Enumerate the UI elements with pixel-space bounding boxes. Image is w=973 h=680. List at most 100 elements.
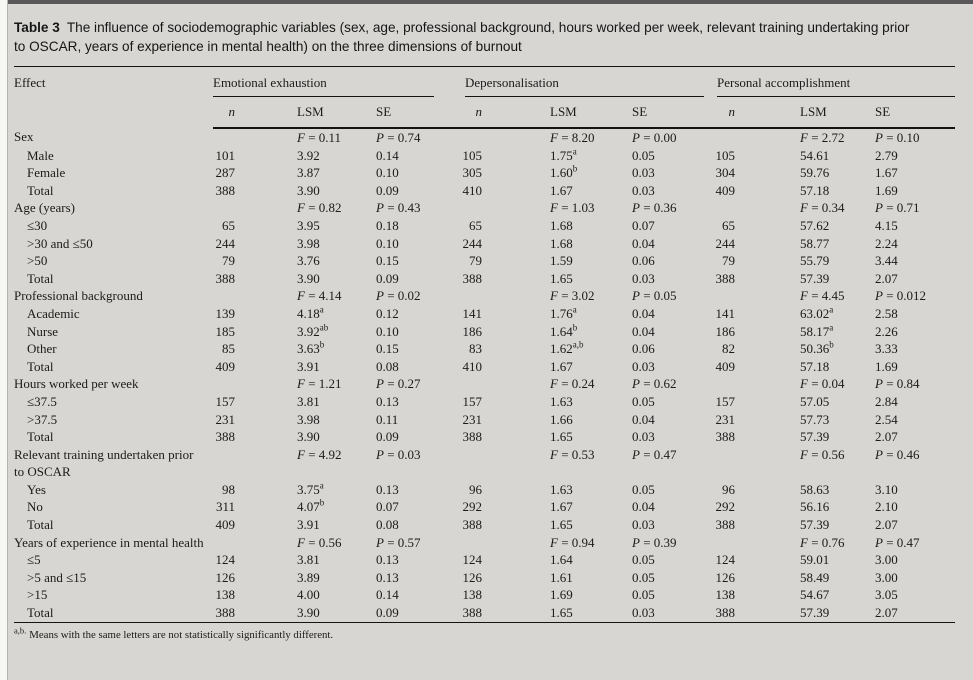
data-cell: 3.33: [875, 341, 898, 357]
data-cell: 292: [462, 499, 483, 515]
n-cell-empty: [213, 375, 235, 393]
section-header-row: Relevant training undertaken prior to OS…: [14, 446, 955, 481]
data-cell: 0.13: [376, 481, 399, 497]
data-cell: 105: [462, 147, 483, 163]
table-row: Total 388 3.90 0.09 388 1.65 0.03 388 57.39 2.07: [14, 270, 955, 288]
data-cell: 58.17a: [800, 322, 834, 339]
data-cell: 2.58: [875, 305, 898, 321]
column-header-n: n: [213, 97, 235, 129]
data-cell: 1.65: [550, 429, 573, 445]
data-cell: 138: [462, 587, 483, 603]
data-cell: 388: [215, 429, 236, 445]
data-cell: 4.15: [875, 217, 898, 233]
data-cell: 2.84: [875, 393, 898, 409]
data-cell: 1.66: [550, 411, 573, 427]
section-header-row: Sex F = 0.11 P = 0.74 F = 8.20 P = 0.00 F = 2…: [14, 128, 955, 147]
data-cell: 79: [222, 253, 235, 269]
data-cell: 3.00: [875, 552, 898, 568]
f-statistic: F = 0.56: [297, 534, 342, 550]
data-cell: 388: [715, 429, 736, 445]
data-cell: 0.18: [376, 217, 399, 233]
data-cell: 57.39: [800, 517, 830, 533]
data-cell: 1.75a: [550, 146, 577, 163]
data-cell: 388: [715, 605, 736, 621]
row-label: >30 and ≤50: [27, 235, 93, 251]
data-cell: 1.60b: [550, 163, 578, 181]
sub-header-row: n LSM SE n LSM SE n LSM SE: [14, 97, 956, 129]
data-cell: 410: [462, 182, 483, 198]
data-cell: 0.15: [376, 253, 399, 269]
data-cell: 157: [462, 393, 483, 409]
section-label: Hours worked per week: [14, 376, 139, 392]
table-head: Effect Emotional exhaustion Depersonalis…: [14, 67, 956, 129]
f-statistic: F = 1.21: [297, 376, 342, 392]
table-row: Total 388 3.90 0.09 410 1.67 0.03 409 57.18 1.69: [14, 182, 955, 200]
data-cell: 1.68: [550, 217, 573, 233]
data-cell: 138: [215, 587, 236, 603]
f-statistic: F = 0.56: [800, 446, 845, 462]
burnout-anova-table: Effect Emotional exhaustion Depersonalis…: [14, 66, 956, 623]
f-statistic: F = 0.82: [297, 200, 342, 216]
data-cell: 0.09: [376, 270, 399, 286]
data-cell: 126: [462, 569, 483, 585]
data-cell: 0.03: [632, 605, 655, 621]
data-cell: 57.18: [800, 358, 830, 374]
data-cell: 3.98: [297, 235, 320, 251]
data-cell: 96: [722, 481, 736, 497]
data-cell: 0.10: [376, 165, 399, 181]
data-cell: 0.04: [632, 499, 655, 515]
f-statistic: F = 8.20: [550, 130, 595, 145]
data-cell: 0.03: [632, 517, 655, 533]
page-left-edge: [0, 0, 8, 680]
data-cell: 3.91: [297, 517, 320, 533]
data-cell: 2.79: [875, 147, 898, 163]
data-cell: 1.67: [550, 358, 573, 374]
data-cell: 0.05: [632, 147, 655, 163]
table-body: Sex F = 0.11 P = 0.74 F = 8.20 P = 0.00 F = 2…: [14, 128, 955, 622]
n-cell-empty: [704, 128, 735, 147]
data-cell: 388: [215, 182, 236, 198]
data-cell: 0.04: [632, 235, 655, 251]
data-cell: 0.10: [376, 235, 399, 251]
data-cell: 0.15: [376, 341, 399, 357]
data-cell: 3.90: [297, 182, 320, 198]
data-cell: 0.07: [632, 217, 655, 233]
table-row: Male 101 3.92 0.14 105 1.75a 0.05 105 54.61 2.79: [14, 147, 955, 165]
data-cell: 304: [715, 165, 736, 181]
row-label: Yes: [27, 481, 46, 497]
data-cell: 0.10: [376, 323, 399, 339]
column-header-lsm: LSM: [482, 97, 619, 129]
data-cell: 0.03: [632, 165, 655, 181]
data-cell: 57.18: [800, 182, 830, 198]
n-cell-empty: [704, 287, 735, 305]
data-cell: 79: [469, 253, 483, 269]
section-label: Professional background: [14, 288, 143, 304]
data-cell: 1.65: [550, 270, 573, 286]
row-label: >50: [27, 253, 48, 269]
row-label: Other: [27, 341, 57, 357]
column-header-lsm: LSM: [735, 97, 866, 129]
data-cell: 0.05: [632, 569, 655, 585]
data-cell: 1.69: [875, 182, 898, 198]
data-cell: 82: [722, 341, 736, 357]
table-row: Total 409 3.91 0.08 388 1.65 0.03 388 57.39 2.07: [14, 516, 955, 534]
data-cell: 2.54: [875, 411, 898, 427]
f-statistic: F = 0.34: [800, 200, 845, 216]
data-cell: 0.03: [632, 358, 655, 374]
data-cell: 96: [469, 481, 483, 497]
f-statistic: F = 2.72: [800, 130, 845, 145]
group-header-depersonalisation: Depersonalisation: [434, 67, 705, 97]
data-cell: 185: [215, 323, 236, 339]
data-cell: 57.73: [800, 411, 830, 427]
data-cell: 65: [222, 217, 235, 233]
f-statistic: F = 0.53: [550, 446, 595, 462]
data-cell: 4.18a: [297, 304, 324, 321]
data-cell: 57.39: [800, 270, 830, 286]
column-header-se: SE: [368, 97, 435, 129]
data-cell: 244: [215, 235, 236, 251]
data-cell: 1.63: [550, 481, 573, 497]
table-row: ≤5 124 3.81 0.13 124 1.64 0.05 124 59.01 3.00: [14, 551, 955, 569]
data-cell: 3.76: [297, 253, 320, 269]
data-cell: 2.24: [875, 235, 898, 251]
data-cell: 4.00: [297, 587, 320, 603]
